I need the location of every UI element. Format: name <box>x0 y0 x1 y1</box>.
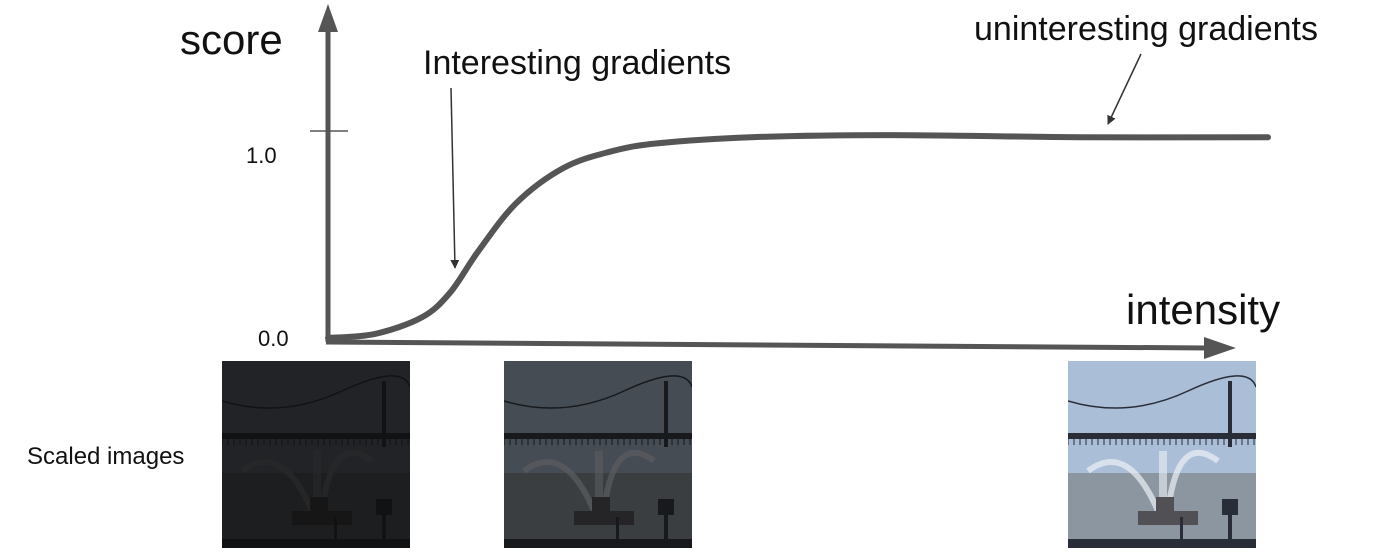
scaled-image-bright <box>1068 361 1256 548</box>
scaled-images-label: Scaled images <box>27 443 185 470</box>
score-intensity-plot <box>310 4 1271 359</box>
scaled-image-dark <box>222 361 410 548</box>
y-tick-label-one: 1.0 <box>246 143 277 168</box>
annotation-pointer-interesting <box>450 87 460 269</box>
score-curve <box>325 132 1271 341</box>
scaled-image-scene <box>504 361 692 548</box>
y-tick-label-zero: 0.0 <box>258 326 289 351</box>
y-axis-arrowhead <box>318 4 338 32</box>
x-axis-arrowhead <box>1204 337 1236 359</box>
x-axis-line <box>325 339 1209 351</box>
scaled-image-mid <box>504 361 692 548</box>
annotation-interesting-gradients: Interesting gradients <box>423 44 732 82</box>
annotation-uninteresting-gradients: uninteresting gradients <box>974 10 1319 48</box>
scaled-image-scene <box>222 361 410 548</box>
annotation-pointer-uninteresting <box>1107 53 1142 125</box>
y-axis-label: score <box>180 16 283 63</box>
scaled-image-scene <box>1068 361 1256 548</box>
x-axis-label: intensity <box>1126 286 1281 333</box>
